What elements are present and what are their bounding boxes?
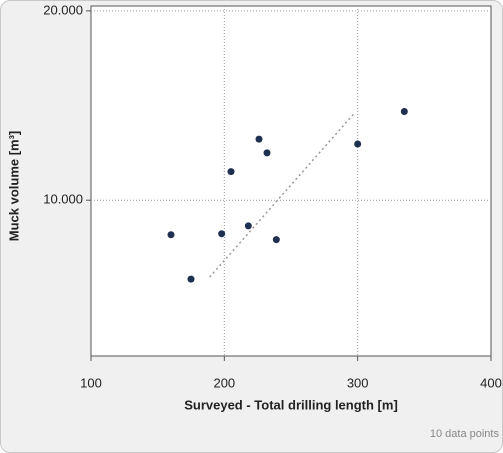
data-point — [187, 275, 195, 283]
y-tick-label: 20.000 — [43, 2, 83, 17]
data-point — [244, 222, 252, 230]
y-axis-title: Muck volume [m³] — [6, 131, 21, 242]
data-point — [218, 230, 226, 238]
trend-line — [209, 111, 356, 278]
data-point — [263, 149, 271, 157]
plot-area — [90, 5, 492, 357]
x-tick-label: 200 — [213, 375, 235, 390]
data-point — [167, 231, 175, 239]
data-point — [354, 140, 362, 148]
data-point — [272, 236, 280, 244]
data-point — [227, 168, 235, 176]
footer: 10 data points — [430, 428, 500, 440]
x-tick-label: 300 — [347, 375, 369, 390]
x-tick-label: 100 — [80, 375, 102, 390]
x-axis-title: Surveyed - Total drilling length [m] — [184, 397, 398, 412]
y-tick-label: 10.000 — [43, 192, 83, 207]
data-point — [400, 107, 408, 115]
x-tick-label: 400 — [480, 375, 502, 390]
data-point — [255, 135, 263, 143]
